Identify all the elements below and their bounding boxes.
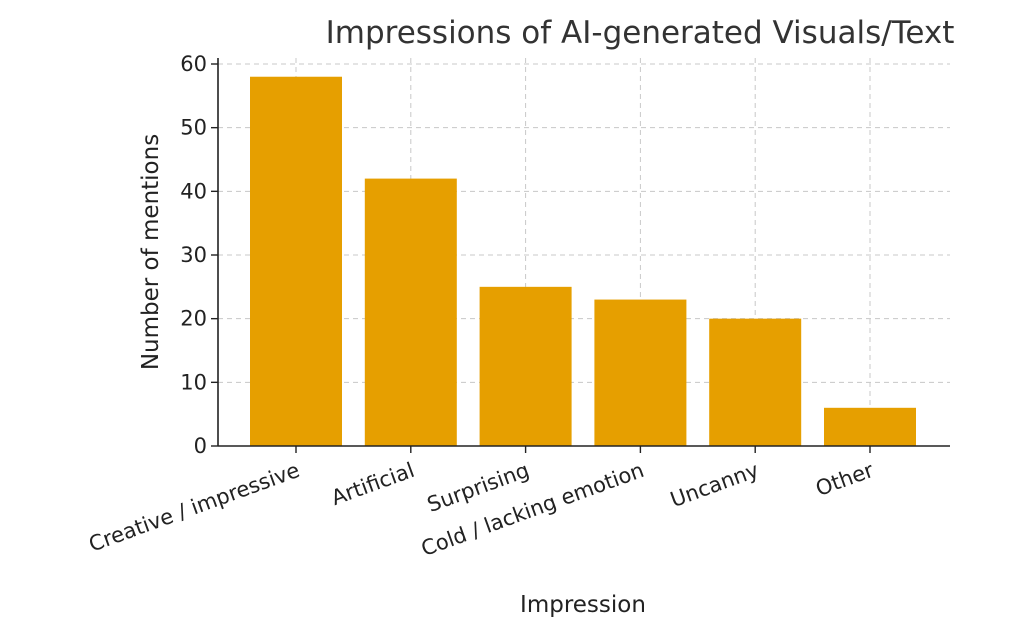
x-ticks: Creative / impressive Artificial Surprisin… xyxy=(86,446,877,561)
y-tick-label: 60 xyxy=(180,52,207,76)
bar xyxy=(824,407,916,446)
axes xyxy=(217,58,950,447)
y-tick-label: 10 xyxy=(180,370,207,394)
y-tick-label: 50 xyxy=(180,116,207,140)
x-tick-label: Artificial xyxy=(328,458,417,510)
bar xyxy=(250,76,342,446)
x-axis-label: Impression xyxy=(520,592,646,618)
x-tick-label: Other xyxy=(812,458,877,501)
chart-title: Impressions of AI-generated Visuals/Text xyxy=(326,15,955,51)
bar xyxy=(709,318,802,446)
x-tick-label: Uncanny xyxy=(667,458,762,512)
y-tick-label: 40 xyxy=(180,179,207,203)
bars xyxy=(250,76,916,446)
y-tick-label: 20 xyxy=(180,307,207,331)
y-tick-label: 30 xyxy=(180,243,207,267)
y-ticks: 0 10 20 30 40 50 60 xyxy=(180,52,218,458)
y-tick-label: 0 xyxy=(194,434,207,458)
bar xyxy=(479,286,572,446)
bar xyxy=(594,299,687,446)
bar xyxy=(364,178,457,446)
x-tick-label: Creative / impressive xyxy=(86,458,303,557)
y-axis-label: Number of mentions xyxy=(138,134,164,370)
